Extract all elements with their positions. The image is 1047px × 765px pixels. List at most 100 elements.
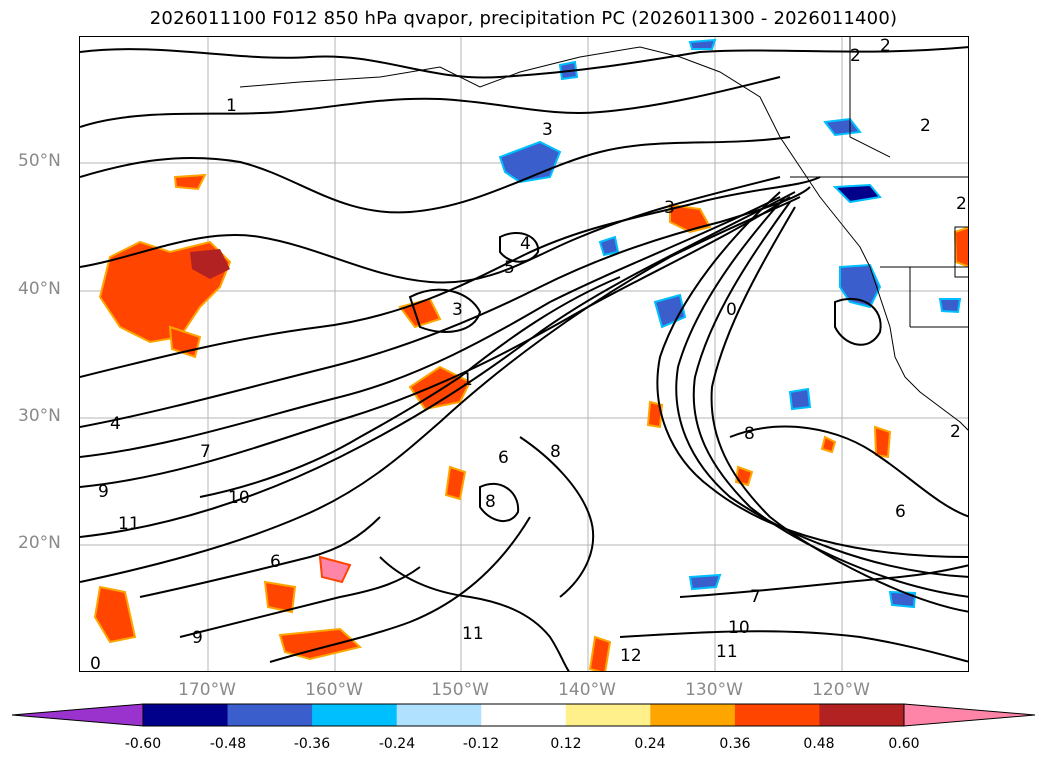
- contour-label: 10: [228, 488, 250, 508]
- contour-label: 11: [716, 642, 738, 662]
- colorbar-segment: [312, 704, 398, 726]
- precip-area: [832, 183, 882, 204]
- contour-line: [80, 196, 801, 583]
- contour-line: [519, 436, 595, 598]
- contour-line: [80, 196, 781, 458]
- precip-area: [278, 627, 363, 661]
- colorbar-segment: [819, 704, 905, 726]
- contour-label: 1: [226, 96, 237, 116]
- contour-line: [479, 482, 520, 522]
- contour-label: 9: [192, 628, 203, 648]
- contour-line: [619, 630, 968, 663]
- colorbar-segment: [227, 704, 313, 726]
- contour-label: 2: [850, 46, 861, 66]
- contour-label: 2: [950, 422, 961, 442]
- contour-line: [408, 288, 482, 333]
- contour-line: [675, 196, 968, 578]
- qvapor-contours: [80, 46, 968, 671]
- contour-line: [80, 176, 781, 284]
- border-alaska-canada: [849, 37, 891, 158]
- precip-area: [688, 573, 722, 591]
- coastline-alaska: [239, 46, 681, 88]
- lon-label-150w: 150°W: [431, 680, 489, 700]
- precip-area: [263, 580, 297, 614]
- precip-area: [839, 263, 882, 309]
- colorbar-segment: [143, 704, 229, 726]
- contour-label: 3: [542, 120, 553, 140]
- state-borders: [880, 226, 968, 328]
- precip-area: [598, 235, 620, 257]
- colorbar: [11, 703, 1036, 727]
- map-svg: 1 2 2 2 2 3 3 3 4 4 5 6 6 7 7 8 8 9 9 10…: [80, 37, 968, 672]
- contour-line: [269, 516, 531, 663]
- colorbar-tick: 0.36: [719, 736, 751, 752]
- contour-label: 2: [920, 116, 931, 136]
- colorbar-outline: [142, 703, 905, 727]
- colorbar-extend-max: [903, 703, 1036, 727]
- contour-label: 2: [880, 37, 891, 56]
- colorbar-segments: [11, 703, 1036, 727]
- lon-label-140w: 140°W: [558, 680, 616, 700]
- colorbar-tick: -0.24: [378, 736, 416, 752]
- contour-line: [80, 186, 811, 428]
- precip-area: [820, 435, 837, 454]
- precip-area: [688, 38, 717, 50]
- precip-area: [953, 226, 968, 268]
- contour-line: [179, 566, 421, 638]
- coastline-north-america: [679, 56, 968, 431]
- colorbar-tick: -0.12: [462, 736, 500, 752]
- contour-line: [80, 136, 791, 214]
- lon-label-170w: 170°W: [178, 680, 236, 700]
- contour-line: [656, 191, 968, 558]
- contour-line: [379, 556, 570, 671]
- lat-label-30n: 30°N: [18, 406, 61, 426]
- colorbar-tick: 0.12: [550, 736, 582, 752]
- contour-label: 2: [956, 194, 967, 214]
- precip-area: [788, 387, 812, 411]
- colorbar-segment: [396, 704, 482, 726]
- colorbar-segment: [481, 704, 567, 726]
- colorbar-tick: 0.60: [888, 736, 920, 752]
- contour-label: 11: [118, 514, 140, 534]
- contour-label: 4: [520, 234, 531, 254]
- contour-line: [834, 297, 882, 346]
- contour-labels: 1 2 2 2 2 3 3 3 4 4 5 6 6 7 7 8 8 9 9 10…: [90, 37, 967, 672]
- precip-area: [873, 425, 892, 459]
- colorbar-tick: 0.24: [634, 736, 666, 752]
- colorbar-segment: [734, 704, 820, 726]
- colorbar-segment: [565, 704, 651, 726]
- colorbar-tick: -0.36: [293, 736, 331, 752]
- contour-label: 6: [270, 552, 281, 572]
- coastlines: [239, 37, 968, 431]
- figure-title: 2026011100 F012 850 hPa qvapor, precipit…: [149, 8, 898, 29]
- contour-label: 3: [664, 198, 675, 218]
- colorbar-segment: [650, 704, 736, 726]
- graticule: [80, 37, 968, 671]
- contour-label: 7: [200, 442, 211, 462]
- contour-label: 8: [550, 442, 561, 462]
- precip-area: [938, 298, 962, 314]
- lat-label-50n: 50°N: [18, 151, 61, 171]
- contour-label: 8: [485, 492, 496, 512]
- contour-label: 3: [452, 300, 463, 320]
- contour-label: 11: [462, 624, 484, 644]
- precip-area: [444, 465, 467, 501]
- precip-area: [669, 203, 712, 234]
- precip-area: [93, 585, 137, 644]
- contour-line: [80, 191, 796, 538]
- contour-label: 6: [498, 448, 509, 468]
- lon-label-130w: 130°W: [685, 680, 743, 700]
- contour-line: [139, 516, 381, 598]
- lat-label-40n: 40°N: [18, 279, 61, 299]
- map-panel: 1 2 2 2 2 3 3 3 4 4 5 6 6 7 7 8 8 9 9 10…: [79, 36, 969, 672]
- contour-line: [80, 196, 791, 488]
- contour-label: 8: [744, 424, 755, 444]
- contour-label: 0: [90, 654, 101, 672]
- precip-area: [588, 635, 612, 671]
- contour-line: [80, 46, 968, 79]
- contour-line: [499, 232, 540, 263]
- colorbar-tick: -0.60: [124, 736, 162, 752]
- colorbar-extend-min: [11, 703, 144, 727]
- lon-label-120w: 120°W: [812, 680, 870, 700]
- contour-label: 4: [110, 414, 121, 434]
